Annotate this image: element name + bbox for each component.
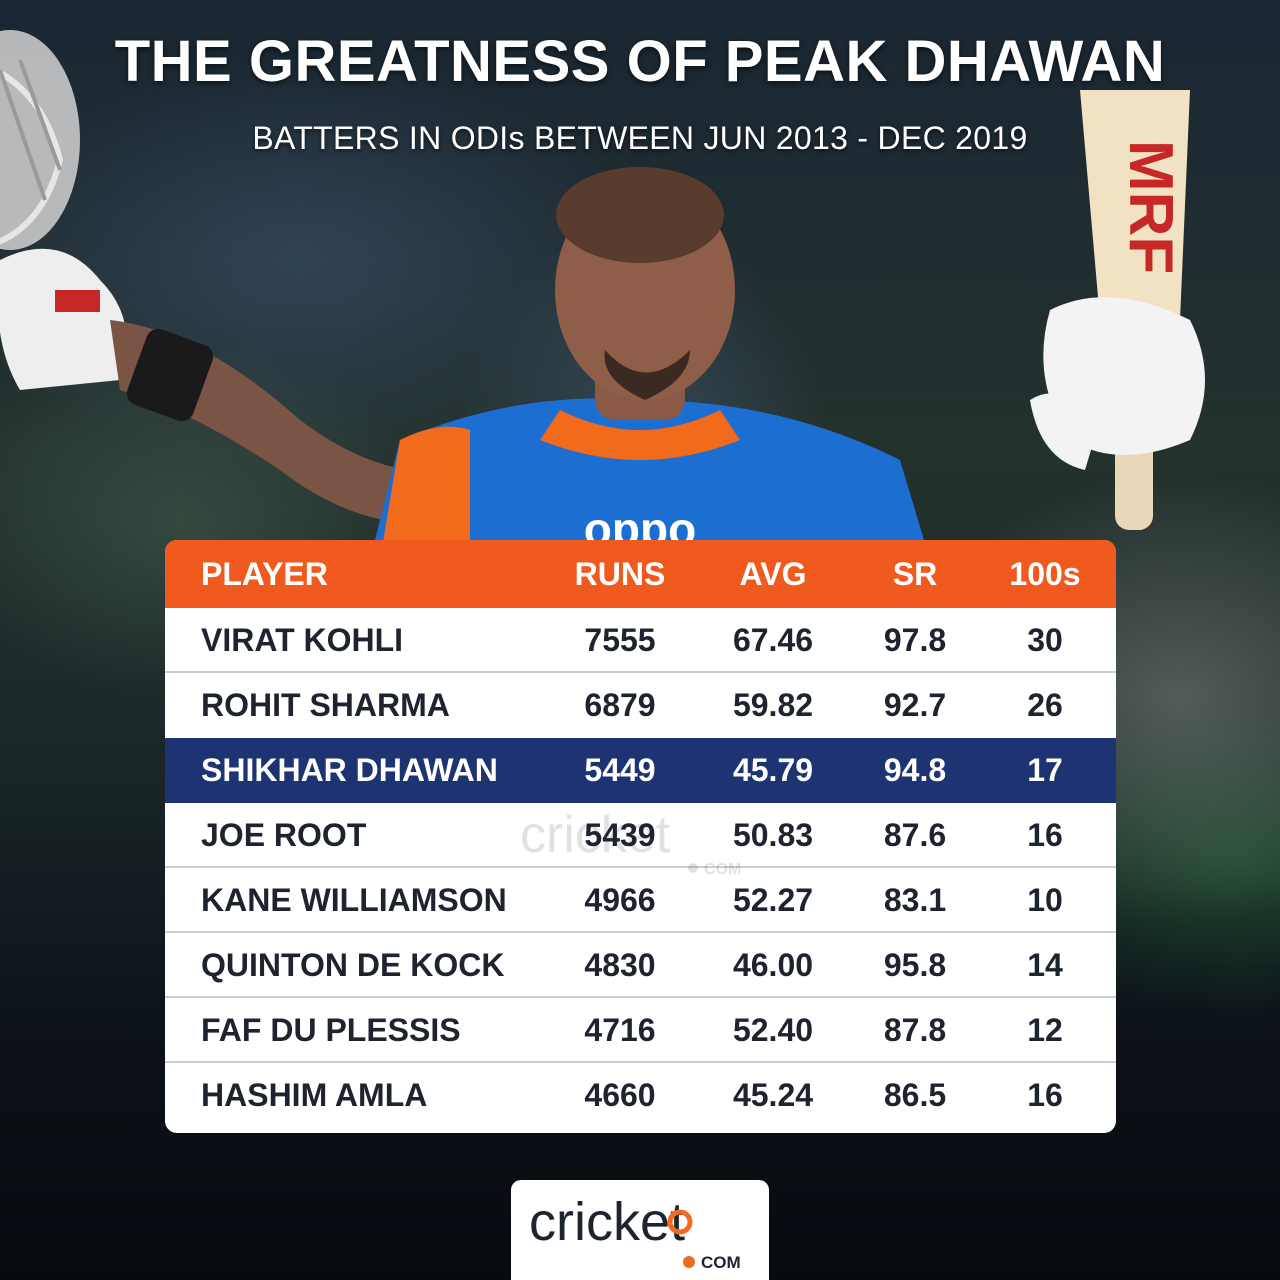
sr-value: 97.8 xyxy=(883,622,947,658)
bat-illustration: MRF xyxy=(1080,90,1190,530)
avg-value: 50.83 xyxy=(732,817,814,853)
table-header-row: PLAYER RUNS AVG SR 100s xyxy=(165,540,1116,608)
avg-value: 46.00 xyxy=(732,947,814,983)
page-title: THE GREATNESS OF PEAK DHAWAN xyxy=(114,29,1166,94)
avg-value: 45.79 xyxy=(732,752,814,788)
table-row: HASHIM AMLA 4660 45.24 86.5 16 xyxy=(165,1063,1116,1128)
left-glove-illustration xyxy=(0,248,127,390)
runs-value: 4830 xyxy=(584,947,656,983)
page-subtitle: BATTERS IN ODIs BETWEEN JUN 2013 - DEC 2… xyxy=(252,120,1028,156)
runs-value: 4966 xyxy=(584,882,656,918)
player-name: FAF DU PLESSIS xyxy=(201,1012,461,1048)
column-header-100s: 100s xyxy=(1009,555,1081,592)
table-row-highlighted: SHIKHAR DHAWAN 5449 45.79 94.8 17 xyxy=(165,738,1116,803)
player-name: SHIKHAR DHAWAN xyxy=(201,752,498,788)
helmet-illustration xyxy=(0,30,80,250)
hundreds-value: 16 xyxy=(1027,817,1063,853)
table-row: KANE WILLIAMSON 4966 52.27 83.1 10 xyxy=(165,868,1116,933)
table-row: JOE ROOT 5439 50.83 87.6 16 xyxy=(165,803,1116,868)
hundreds-value: 12 xyxy=(1027,1012,1063,1048)
svg-text:MRF: MRF xyxy=(1116,140,1185,274)
svg-text:cricket: cricket xyxy=(529,1192,685,1252)
player-name: VIRAT KOHLI xyxy=(201,622,404,658)
table-row: FAF DU PLESSIS 4716 52.40 87.8 12 xyxy=(165,998,1116,1063)
player-illustration: oppo xyxy=(370,167,930,560)
sr-value: 83.1 xyxy=(883,882,947,918)
player-name: JOE ROOT xyxy=(201,817,367,853)
player-name: QUINTON DE KOCK xyxy=(201,947,505,983)
avg-value: 52.40 xyxy=(732,1012,814,1048)
stats-table: PLAYER RUNS AVG SR 100s VIRAT KOHLI 7555… xyxy=(165,540,1116,1133)
sr-value: 92.7 xyxy=(883,687,947,723)
avg-value: 59.82 xyxy=(732,687,814,723)
hundreds-value: 17 xyxy=(1027,752,1063,788)
sr-value: 87.6 xyxy=(883,817,947,853)
left-arm-illustration xyxy=(110,320,470,525)
sr-value: 94.8 xyxy=(883,752,947,788)
column-header-sr: SR xyxy=(892,555,938,592)
avg-value: 52.27 xyxy=(732,882,814,918)
player-photo: MRF oppo xyxy=(0,30,1205,560)
sr-value: 95.8 xyxy=(883,947,947,983)
sr-value: 87.8 xyxy=(883,1012,947,1048)
avg-value: 45.24 xyxy=(732,1077,814,1113)
player-name: KANE WILLIAMSON xyxy=(201,882,507,918)
ball-icon xyxy=(667,1209,693,1235)
runs-value: 7555 xyxy=(584,622,656,658)
hundreds-value: 14 xyxy=(1027,947,1063,983)
hundreds-value: 16 xyxy=(1027,1077,1063,1113)
table-row: ROHIT SHARMA 6879 59.82 92.7 26 xyxy=(165,673,1116,738)
runs-value: 4716 xyxy=(584,1012,656,1048)
table-row: QUINTON DE KOCK 4830 46.00 95.8 14 xyxy=(165,933,1116,998)
runs-value: 6879 xyxy=(584,687,656,723)
column-header-avg: AVG xyxy=(739,555,807,592)
hundreds-value: 30 xyxy=(1027,622,1063,658)
column-header-runs: RUNS xyxy=(574,555,666,592)
cricket-com-logo: cricket COM xyxy=(529,1192,741,1272)
runs-value: 5439 xyxy=(584,817,656,853)
player-name: HASHIM AMLA xyxy=(201,1077,428,1113)
right-glove-illustration xyxy=(1030,297,1205,470)
brand-logo-badge: cricket COM xyxy=(511,1180,769,1280)
player-name: ROHIT SHARMA xyxy=(201,687,450,723)
sr-value: 86.5 xyxy=(883,1077,947,1113)
svg-text:COM: COM xyxy=(701,1253,741,1272)
column-header-player: PLAYER xyxy=(201,555,328,592)
avg-value: 67.46 xyxy=(732,622,814,658)
hundreds-value: 10 xyxy=(1027,882,1063,918)
table-row: VIRAT KOHLI 7555 67.46 97.8 30 xyxy=(165,608,1116,673)
hundreds-value: 26 xyxy=(1027,687,1063,723)
dot-icon xyxy=(683,1256,695,1268)
runs-value: 4660 xyxy=(584,1077,656,1113)
runs-value: 5449 xyxy=(584,752,656,788)
